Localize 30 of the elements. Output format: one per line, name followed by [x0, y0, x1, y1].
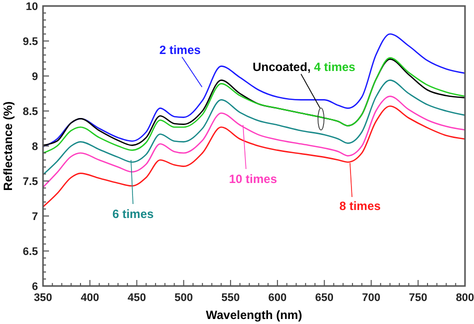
- series-label: 2 times: [159, 43, 201, 57]
- x-tick-label: 350: [34, 292, 52, 304]
- line-series: [42, 96, 466, 188]
- y-axis-title: Reflectance (%): [1, 101, 15, 191]
- y-tick-label: 6: [32, 281, 38, 293]
- y-tick-label: 7: [32, 211, 38, 223]
- y-tick-label: 9.5: [22, 36, 38, 48]
- text: 6 times: [112, 207, 154, 221]
- y-tick-label: 9: [32, 71, 38, 83]
- series-label: Uncoated: [252, 60, 308, 74]
- x-tick-label: 800: [456, 292, 474, 304]
- x-tick-label: 650: [315, 292, 334, 304]
- y-tick-label: 8.5: [22, 106, 38, 118]
- x-tick-label: 600: [268, 292, 287, 304]
- y-tick-label: 6.5: [22, 246, 38, 258]
- y-tick-label: 10: [26, 1, 38, 13]
- line-series: [42, 33, 466, 148]
- text: 10 times: [228, 172, 278, 186]
- x-tick-label: 750: [408, 292, 428, 304]
- x-axis-title: Wavelength (nm): [206, 308, 302, 322]
- x-tick-label: 400: [80, 292, 100, 304]
- y-tick-label: 7.5: [22, 176, 38, 188]
- x-tick-label: 450: [128, 292, 146, 304]
- x-tick-label: 500: [174, 292, 193, 304]
- y-tick-label: 8: [32, 141, 38, 153]
- text: 8 times: [339, 199, 381, 213]
- x-tick-label: 550: [221, 292, 240, 304]
- series-label: 4 times: [314, 60, 356, 74]
- annotation: ,: [307, 60, 314, 74]
- x-tick-label: 700: [362, 292, 380, 304]
